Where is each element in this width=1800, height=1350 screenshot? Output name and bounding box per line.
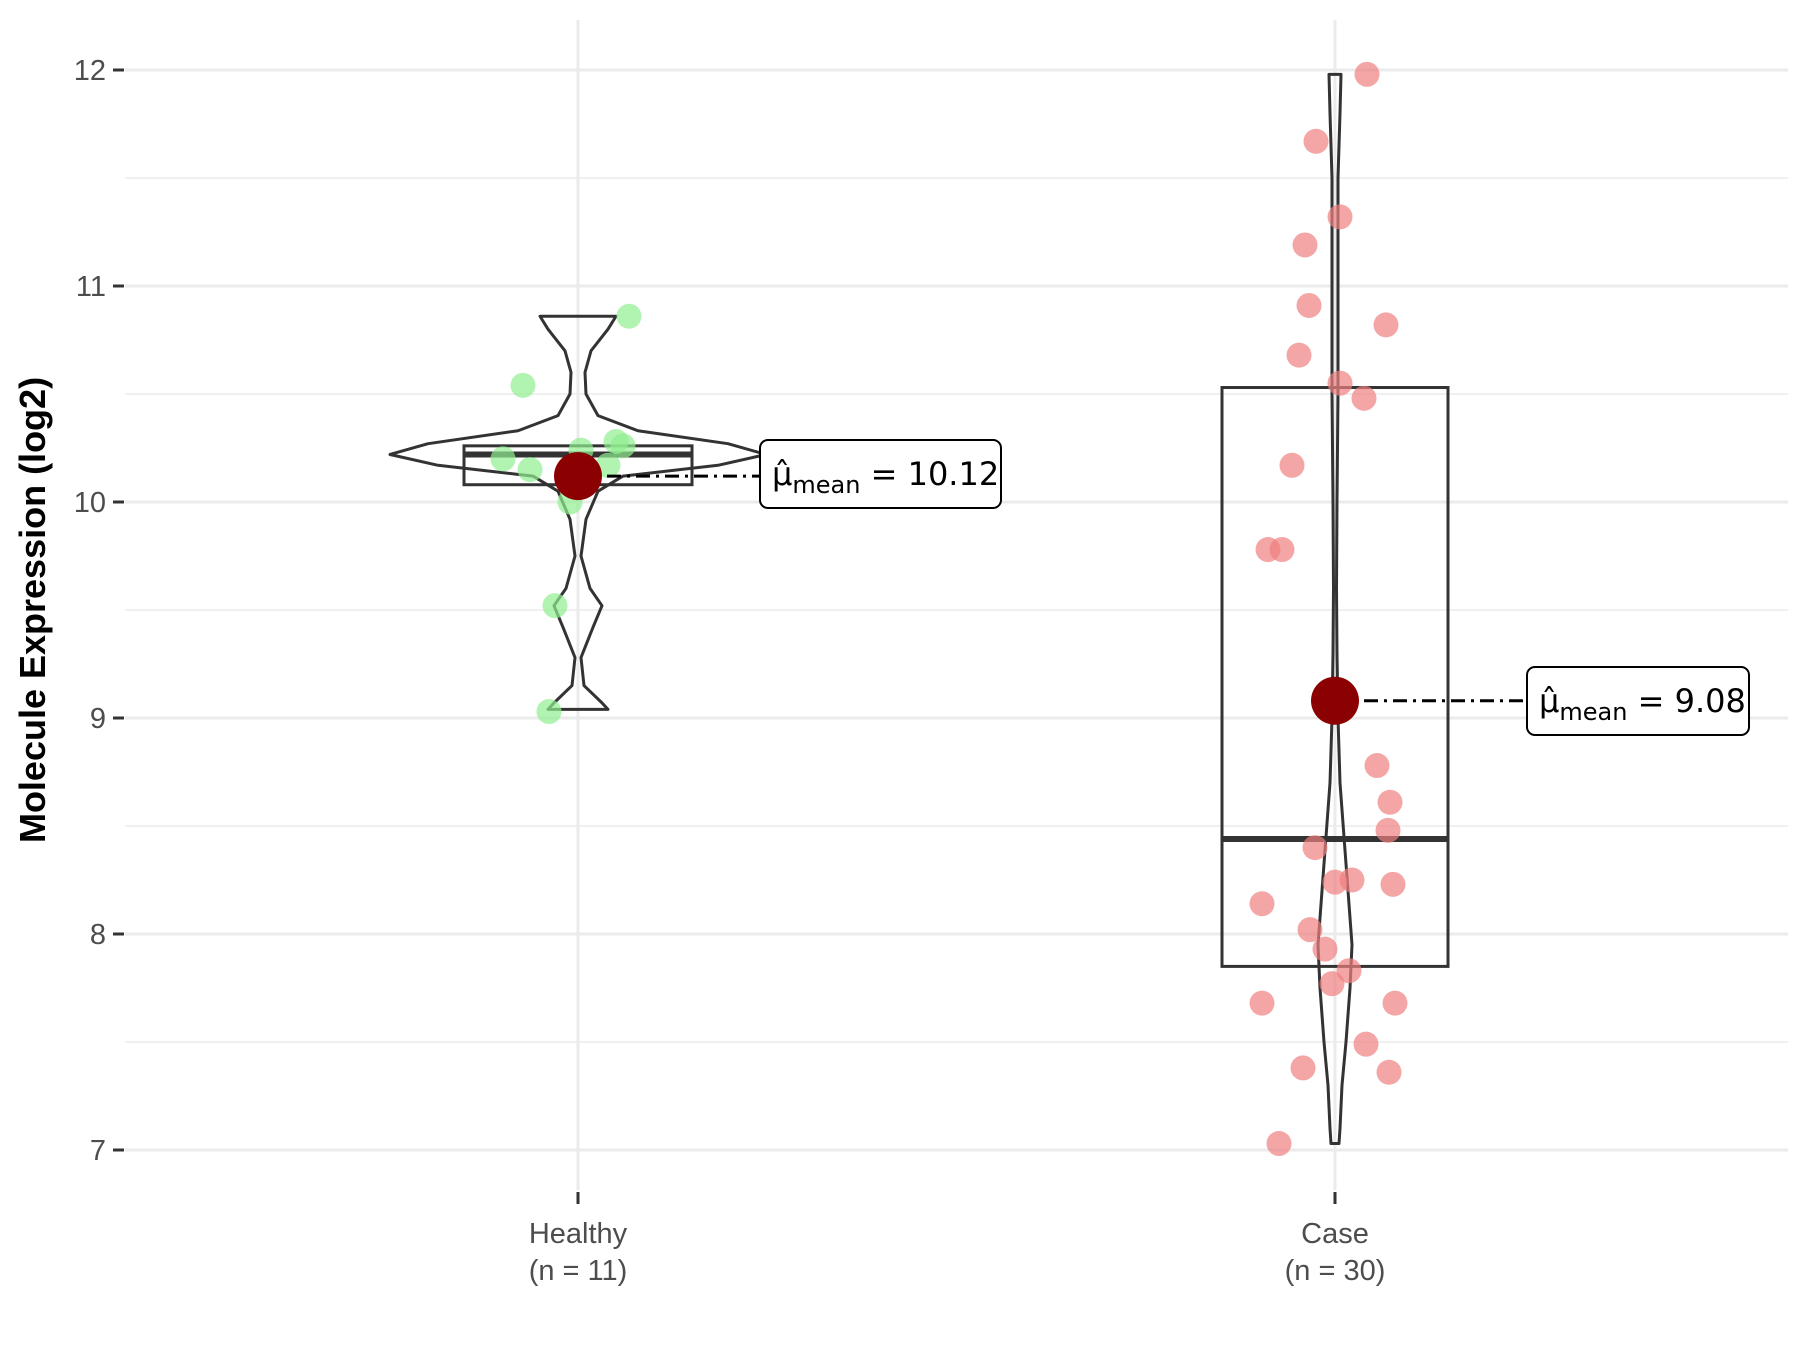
data-point <box>1322 869 1348 895</box>
data-point <box>1382 990 1408 1016</box>
mean-marker <box>554 452 602 501</box>
violin-case <box>1316 72 1354 1146</box>
y-tick-label: 10 <box>74 487 106 519</box>
data-point <box>595 452 621 478</box>
data-point <box>1296 292 1322 318</box>
y-tick-label: 12 <box>74 55 106 87</box>
mean-marker <box>1311 676 1359 725</box>
data-point <box>1303 128 1329 154</box>
data-point <box>1354 61 1380 87</box>
data-point <box>1327 204 1353 230</box>
data-point <box>1290 1055 1316 1081</box>
data-point <box>1375 817 1401 843</box>
y-tick-label: 11 <box>76 271 106 303</box>
mean-label: μ̂mean = 10.12 <box>772 455 999 499</box>
y-tick-label: 9 <box>90 703 106 735</box>
data-point <box>542 593 568 619</box>
data-point <box>1249 891 1275 917</box>
mean-label-box <box>759 439 1002 509</box>
data-point <box>1336 958 1362 984</box>
y-axis-label: Molecule Expression (log2) <box>12 377 53 843</box>
x-tick-sublabel: (n = 11) <box>529 1255 628 1287</box>
x-tick-label: Healthy <box>529 1218 628 1250</box>
x-tick-sublabel: (n = 30) <box>1285 1255 1386 1287</box>
data-point <box>1351 385 1377 411</box>
data-point <box>536 699 562 725</box>
x-tick-label: Case <box>1301 1218 1369 1250</box>
data-point <box>1376 1059 1402 1085</box>
mean-label-box <box>1526 666 1750 736</box>
data-point <box>1327 370 1353 396</box>
data-point <box>1279 452 1305 478</box>
mean-label: μ̂mean = 9.08 <box>1539 682 1746 726</box>
data-point <box>1319 971 1345 997</box>
data-point <box>490 446 516 472</box>
data-point <box>517 457 543 483</box>
y-tick-label: 7 <box>90 1135 106 1167</box>
data-point <box>1302 835 1328 861</box>
data-point <box>1353 1031 1379 1057</box>
data-point <box>1380 871 1406 897</box>
grid-lines <box>125 20 1788 1190</box>
y-axis: 7 8 9 10 11 12 <box>74 55 124 1167</box>
data-point <box>510 372 536 398</box>
x-axis: Healthy (n = 11) Case (n = 30) <box>529 1192 1386 1287</box>
data-points <box>490 61 1408 1157</box>
data-point <box>1312 936 1338 962</box>
data-point <box>1377 789 1403 815</box>
data-point <box>1286 342 1312 368</box>
data-point <box>1269 537 1295 563</box>
data-point <box>1266 1131 1292 1157</box>
data-point <box>616 303 642 329</box>
violins <box>388 72 1354 1146</box>
y-tick-label: 8 <box>90 919 106 951</box>
data-point <box>1297 917 1323 943</box>
data-point <box>1292 232 1318 258</box>
data-point <box>603 429 629 455</box>
data-point <box>1373 312 1399 338</box>
mean-markers: μ̂mean = 10.12 μ̂mean = 9.08 <box>554 439 1750 736</box>
data-point <box>1249 990 1275 1016</box>
data-point <box>1364 753 1390 779</box>
